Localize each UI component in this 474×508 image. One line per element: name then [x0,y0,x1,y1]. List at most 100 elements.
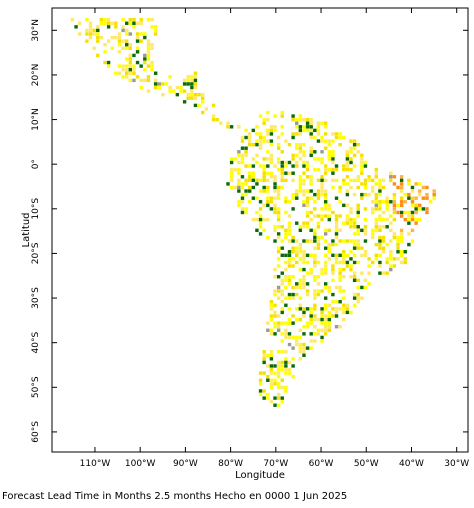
map-cell [273,403,277,407]
map-cell [356,242,360,247]
map-cell [291,364,295,368]
map-cell [287,342,292,347]
map-cell [313,214,317,218]
map-cell [280,332,284,336]
map-cell [323,200,328,204]
map-cell [338,260,342,265]
map-cell [298,257,303,261]
map-cell [161,82,165,86]
map-cell [378,189,382,193]
map-cell [251,178,256,183]
map-cell [323,267,328,272]
map-cell [248,200,252,204]
map-cell [295,239,299,243]
map-cell [399,235,404,240]
map-cell [135,35,140,40]
map-cell [128,42,133,47]
map-cell [392,235,397,240]
map-cell [399,232,404,236]
map-cell [255,182,259,186]
map-cell [360,296,364,300]
map-cell [248,139,252,143]
map-cell [276,349,281,354]
map-cell [302,189,306,193]
map-cell [374,175,379,179]
map-cell [273,396,277,400]
map-cell [153,85,158,90]
map-cell [399,196,404,200]
map-cell [316,128,321,133]
map-cell [298,142,303,147]
map-cell [262,203,266,208]
map-cell [193,96,198,100]
map-cell [302,282,306,286]
map-cell [273,364,277,368]
map-cell [378,217,382,222]
map-cell [392,210,397,215]
map-cell [266,396,270,400]
map-cell [273,210,277,215]
y-tick-label: 10°S [31,198,41,220]
map-cell [269,364,274,368]
map-cell [352,178,357,183]
map-cell [378,178,382,183]
map-cell [316,317,321,322]
map-cell [327,157,331,161]
map-cell [146,57,151,61]
map-cell [240,192,245,197]
map-cell [269,399,274,404]
map-cell [276,374,281,379]
map-cell [128,57,133,61]
map-cell [392,207,397,211]
map-cell [168,75,172,79]
y-tick-label: 20°N [31,64,41,87]
map-cell [334,310,339,315]
map-cell [345,189,350,193]
map-cell [186,92,190,97]
map-cell [381,225,386,229]
map-cell [287,367,292,372]
map-cell [190,89,194,93]
map-cell [352,142,357,147]
map-cell [85,32,89,36]
map-cell [298,146,303,150]
map-cell [287,232,292,236]
map-cell [284,228,288,233]
map-cell [291,153,295,158]
map-cell [323,253,328,258]
map-cell [309,125,313,129]
map-cell [338,307,342,311]
map-cell [284,389,288,393]
map-cell [168,85,172,90]
map-cell [334,257,339,261]
map-cell [360,271,364,275]
map-cell [287,278,292,283]
map-cell [396,250,400,254]
map-cell [103,18,107,22]
map-cell [334,314,339,318]
map-cell [352,217,357,222]
map-cell [258,189,263,193]
map-cell [287,260,292,265]
map-cell [374,192,379,197]
map-cell [392,264,397,268]
map-cell [280,349,284,354]
map-cell [356,296,360,300]
map-cell [266,328,270,332]
map-cell [233,157,237,161]
map-cell [360,153,364,158]
map-cell [262,396,266,400]
map-cell [284,335,288,340]
map-cell [352,232,357,236]
map-cell [284,196,288,200]
map-cell [295,285,299,290]
map-cell [352,278,357,283]
map-cell [276,217,281,222]
map-cell [334,217,339,222]
map-cell [313,314,317,318]
map-cell [378,185,382,190]
map-cell [258,382,263,386]
map-cell [305,203,310,208]
map-cell [280,360,284,365]
map-cell [320,335,324,340]
